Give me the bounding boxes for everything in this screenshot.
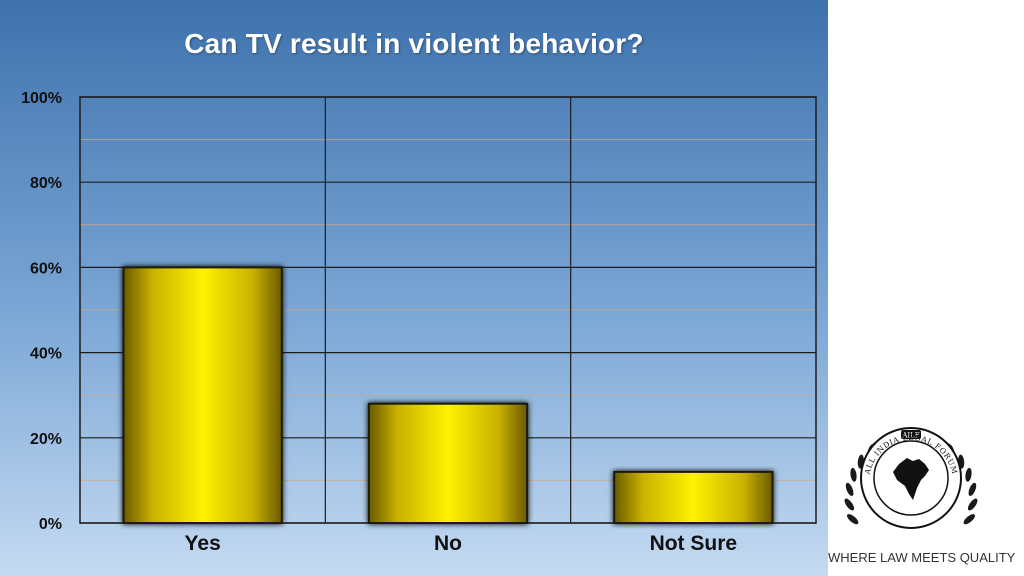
x-category-label: Not Sure <box>650 532 738 555</box>
laurel-leaf <box>844 498 855 511</box>
axis-layer <box>79 96 817 524</box>
bar-not-sure <box>613 470 774 525</box>
x-category-label: No <box>434 532 462 555</box>
chart-title: Can TV result in violent behavior? <box>184 28 644 59</box>
ailf-logo-seal: AILF ALL INDIA LEGAL FORUM <box>844 427 978 529</box>
logo-tagline: WHERE LAW MEETS QUALITY <box>828 550 1016 565</box>
laurel-leaf <box>845 482 854 496</box>
label-layer: 0% 20% 40% 60% 80% 100% Yes No Not Sure <box>21 90 737 555</box>
laurel-leaf <box>850 467 857 482</box>
laurel-leaf <box>963 514 975 525</box>
laurel-leaf <box>847 514 859 525</box>
y-tick-label: 60% <box>30 260 62 277</box>
y-tick-label: 40% <box>30 346 62 363</box>
y-tick-label: 100% <box>21 90 62 107</box>
laurel-leaf <box>965 467 972 482</box>
plot-frame <box>79 96 817 524</box>
svg-text:AILF: AILF <box>901 432 919 440</box>
bar-chart: 0% 20% 40% 60% 80% 100% Yes No Not Sure <box>21 90 817 555</box>
laurel-leaf <box>968 482 977 496</box>
bar-no <box>367 402 529 524</box>
y-tick-label: 20% <box>30 431 62 448</box>
x-category-label: Yes <box>185 532 221 555</box>
laurel-leaf <box>967 498 978 511</box>
y-tick-label: 80% <box>30 175 62 192</box>
bar-layer <box>122 266 774 525</box>
bar-yes <box>122 266 283 524</box>
chart-panel: Can TV result in violent behavior? 0% 20%… <box>0 0 828 576</box>
y-tick-label: 0% <box>39 516 62 533</box>
